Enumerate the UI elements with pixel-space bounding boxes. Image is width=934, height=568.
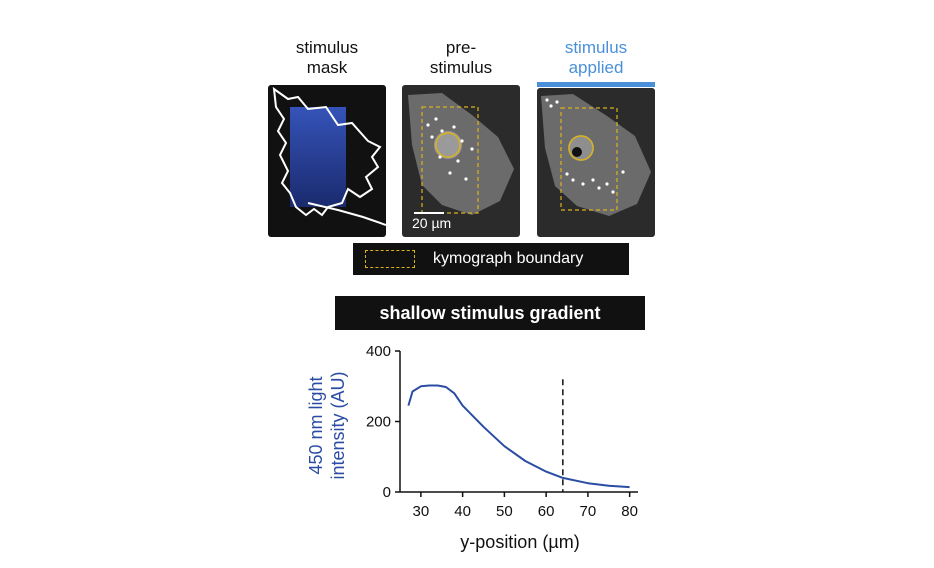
x-tick-label: 60 xyxy=(538,503,555,520)
stimulus-mask-panel xyxy=(268,85,386,237)
chart-title: shallow stimulus gradient xyxy=(335,296,645,330)
y-tick-label: 400 xyxy=(366,343,391,360)
kymograph-legend: kymograph boundary xyxy=(353,243,629,275)
x-tick-label: 30 xyxy=(413,503,430,520)
x-axis-label: y-position (µm) xyxy=(460,532,579,552)
x-tick-label: 50 xyxy=(496,503,513,520)
stimulus-mask-image xyxy=(272,86,386,226)
mask-panel-title: stimulus mask xyxy=(295,38,359,77)
x-tick-label: 40 xyxy=(454,503,471,520)
y-tick-label: 200 xyxy=(366,414,391,431)
chart-plot-area xyxy=(407,379,630,492)
series-line xyxy=(407,384,630,489)
kymograph-boundary-swatch xyxy=(365,250,415,268)
kymograph-legend-label: kymograph boundary xyxy=(433,250,584,267)
pre-panel-title: pre- stimulus xyxy=(429,38,493,77)
stimulus-applied-bar xyxy=(537,82,655,87)
stimulus-applied-image xyxy=(541,94,651,216)
applied-panel-title: stimulus applied xyxy=(564,38,628,77)
pre-stimulus-panel: 20 µm xyxy=(402,85,520,237)
chart-ticks: 0 200 400 30 40 50 60 70 80 450 nm light intensity… xyxy=(306,343,638,520)
pre-stimulus-image xyxy=(408,93,514,215)
chart-axes xyxy=(399,351,638,493)
x-tick-label: 70 xyxy=(580,503,597,520)
y-tick-label: 0 xyxy=(383,484,391,501)
intensity-line-chart: 0 200 400 30 40 50 60 70 80 450 nm light intensity… xyxy=(306,343,638,552)
scale-bar-label: 20 µm xyxy=(412,215,452,231)
y-axis-label: 450 nm light intensity (AU) xyxy=(306,371,348,479)
x-tick-label: 80 xyxy=(621,503,638,520)
stimulus-applied-panel xyxy=(537,88,655,237)
